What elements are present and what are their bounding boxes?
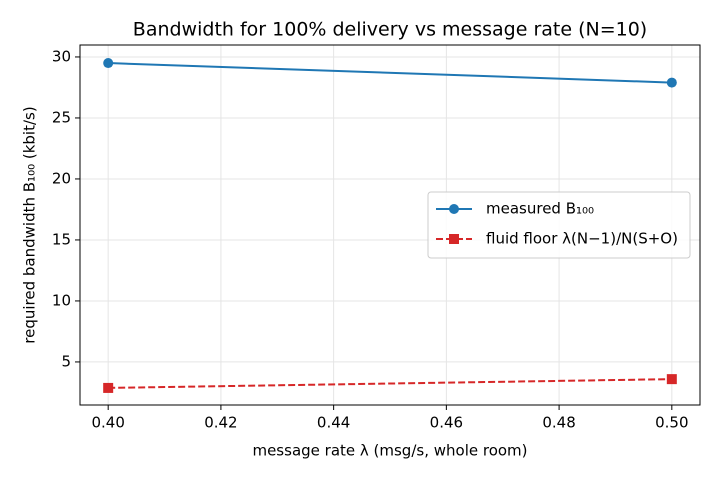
- y-tick-label: 30: [52, 47, 71, 65]
- y-tick-label: 5: [61, 352, 71, 370]
- plot-frame: [79, 44, 701, 406]
- series-line: [108, 62, 672, 84]
- marker: [103, 382, 114, 393]
- marker: [666, 374, 677, 385]
- x-tick-label: 0.44: [317, 414, 350, 432]
- series-line: [108, 378, 672, 389]
- y-tick-label: 10: [52, 291, 71, 309]
- x-tick-label: 0.46: [430, 414, 463, 432]
- legend-label: measured B₁₀₀: [486, 200, 594, 218]
- marker: [103, 58, 114, 69]
- marker: [449, 204, 459, 214]
- legend-frame: [427, 191, 691, 259]
- x-tick-label: 0.50: [655, 414, 688, 432]
- x-tick-label: 0.42: [204, 414, 237, 432]
- chart-title: Bandwidth for 100% delivery vs message r…: [133, 19, 647, 41]
- x-tick-label: 0.48: [542, 414, 575, 432]
- marker: [449, 234, 459, 244]
- y-tick-label: 20: [52, 169, 71, 187]
- y-axis-label: required bandwidth B₁₀₀ (kbit/s): [21, 106, 39, 343]
- x-axis-label: message rate λ (msg/s, whole room): [252, 442, 527, 460]
- y-tick-label: 25: [52, 108, 71, 126]
- x-tick-label: 0.40: [91, 414, 124, 432]
- legend: measured B₁₀₀ fluid floor λ(N−1)/N(S+O): [427, 191, 691, 259]
- y-tick-label: 15: [52, 230, 71, 248]
- marker: [666, 77, 677, 88]
- legend-label: fluid floor λ(N−1)/N(S+O): [486, 230, 678, 248]
